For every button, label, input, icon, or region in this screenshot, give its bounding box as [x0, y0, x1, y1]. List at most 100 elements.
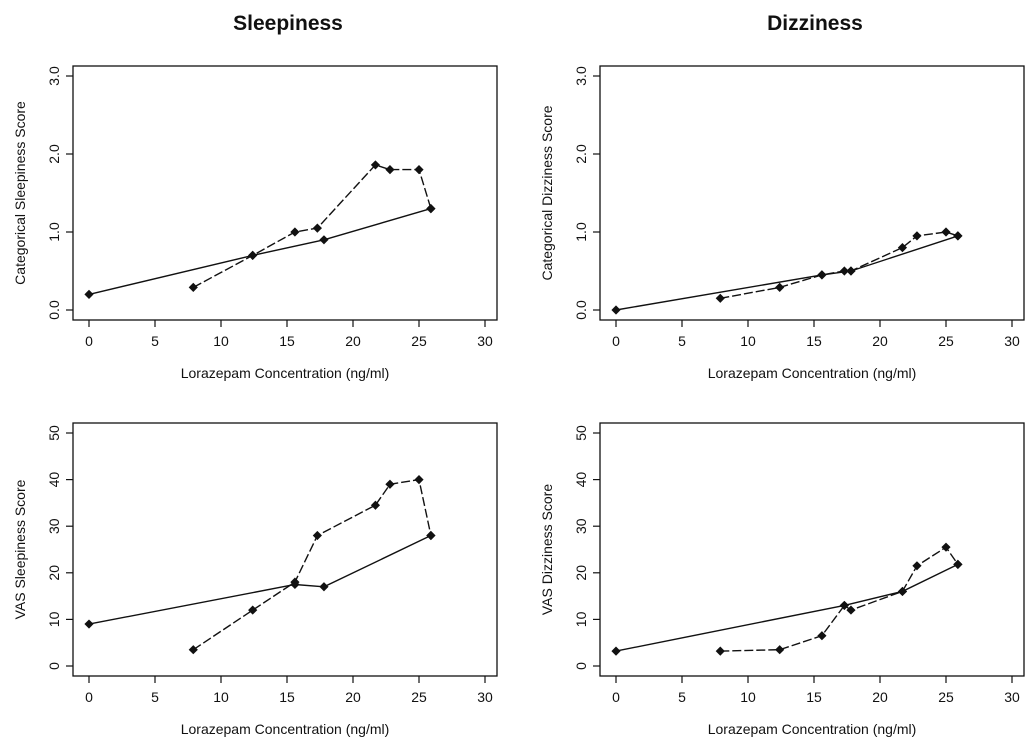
data-point: [385, 165, 395, 175]
x-tick-label: 20: [345, 689, 361, 705]
x-axis-label: Lorazepam Concentration (ng/ml): [708, 721, 917, 737]
y-tick-label: 1.0: [46, 222, 62, 242]
x-tick-label: 0: [612, 333, 620, 349]
data-point: [941, 542, 951, 552]
y-tick-label: 40: [46, 472, 62, 488]
x-tick-label: 0: [612, 689, 620, 705]
data-point: [817, 631, 827, 641]
data-point: [319, 235, 329, 245]
data-point: [775, 282, 785, 292]
x-axis-label: Lorazepam Concentration (ng/ml): [708, 365, 917, 381]
data-point: [370, 160, 381, 170]
data-point: [775, 645, 785, 655]
data-point: [611, 646, 621, 656]
y-tick-label: 0: [46, 662, 62, 670]
x-tick-label: 15: [806, 689, 822, 705]
data-point: [426, 204, 436, 214]
x-tick-label: 25: [411, 333, 427, 349]
y-tick-label: 1.0: [573, 222, 589, 242]
series-line-dashed: [720, 231, 959, 299]
x-tick-label: 15: [279, 689, 295, 705]
data-point: [414, 475, 424, 485]
y-tick-label: 0.0: [573, 300, 589, 320]
y-tick-label: 0.0: [46, 300, 62, 320]
y-tick-label: 20: [573, 565, 589, 581]
data-point: [897, 243, 908, 253]
x-tick-label: 5: [678, 689, 686, 705]
y-tick-label: 10: [573, 611, 589, 627]
x-tick-label: 0: [85, 689, 93, 705]
data-point: [846, 266, 856, 276]
y-axis-label: Categorical Sleepiness Score: [12, 101, 28, 285]
y-tick-label: 3.0: [46, 66, 62, 86]
y-tick-label: 50: [573, 425, 589, 441]
series-line-dashed: [720, 546, 959, 652]
data-point: [248, 250, 258, 260]
data-point: [715, 646, 725, 656]
series-line-dashed: [192, 164, 432, 289]
data-point: [611, 305, 621, 315]
chart-panel-bottom-left: 0 5 10 15 20 25 30 0 10 20 30 40 50 Lorazepam Concent…: [12, 422, 498, 737]
chart-panel-top-right: 0 5 10 15 20 25 30 0.0 1.0 2.0 3.0 Lorazepam Concen…: [539, 65, 1025, 381]
x-axis-label: Lorazepam Concentration (ng/ml): [181, 365, 390, 381]
data-point: [953, 231, 963, 241]
chart-panel-top-left: 0 5 10 15 20 25 30 0.0 1.0 2.0 3.0 Lorazepam Concen…: [12, 65, 498, 381]
plot-frame: [599, 65, 1025, 321]
data-point: [312, 530, 322, 541]
data-point: [414, 165, 424, 175]
data-point: [715, 293, 725, 303]
y-tick-label: 30: [46, 518, 62, 534]
x-tick-label: 15: [279, 333, 295, 349]
data-point: [290, 577, 300, 587]
series-line-solid: [88, 207, 432, 296]
y-tick-label: 50: [46, 425, 62, 441]
data-point: [912, 561, 922, 571]
data-point: [370, 500, 381, 510]
x-tick-label: 25: [411, 689, 427, 705]
x-tick-label: 20: [345, 333, 361, 349]
data-point: [248, 605, 258, 615]
x-tick-label: 30: [1004, 333, 1020, 349]
data-point: [385, 479, 395, 489]
y-tick-label: 3.0: [573, 66, 589, 86]
data-point: [941, 227, 951, 237]
data-point: [188, 645, 198, 655]
x-tick-label: 30: [477, 689, 493, 705]
x-tick-label: 30: [477, 333, 493, 349]
x-tick-label: 25: [938, 689, 954, 705]
data-point: [84, 619, 94, 629]
x-tick-label: 10: [740, 689, 756, 705]
y-tick-label: 0: [573, 662, 589, 670]
x-tick-label: 5: [678, 333, 686, 349]
y-tick-label: 40: [573, 472, 589, 488]
plot-frame: [72, 65, 498, 321]
data-point: [319, 582, 329, 592]
data-point: [188, 282, 198, 292]
plot-frame: [72, 422, 498, 677]
y-axis-label: Categorical Dizziness Score: [539, 105, 555, 280]
data-point: [426, 530, 436, 541]
data-point: [912, 231, 922, 241]
x-tick-label: 5: [151, 333, 159, 349]
chart-panel-bottom-right: 0 5 10 15 20 25 30 0 10 20 30 40 50 Lorazepam Concent…: [539, 422, 1025, 737]
x-tick-label: 30: [1004, 689, 1020, 705]
plot-frame: [599, 422, 1025, 677]
y-tick-label: 2.0: [573, 144, 589, 164]
x-tick-label: 15: [806, 333, 822, 349]
data-point: [846, 605, 856, 615]
data-point: [953, 559, 963, 570]
x-tick-label: 20: [872, 333, 888, 349]
column-title-sleepiness: Sleepiness: [233, 12, 343, 35]
data-point: [897, 586, 908, 597]
x-tick-label: 10: [213, 689, 229, 705]
data-point: [84, 289, 94, 299]
series-line-solid: [615, 235, 959, 311]
column-title-dizziness: Dizziness: [767, 12, 863, 35]
y-axis-label: VAS Dizziness Score: [539, 484, 555, 615]
data-point: [290, 227, 300, 237]
x-tick-label: 25: [938, 333, 954, 349]
data-point: [312, 223, 322, 233]
x-tick-label: 10: [213, 333, 229, 349]
y-axis-label: VAS Sleepiness Score: [12, 479, 28, 619]
